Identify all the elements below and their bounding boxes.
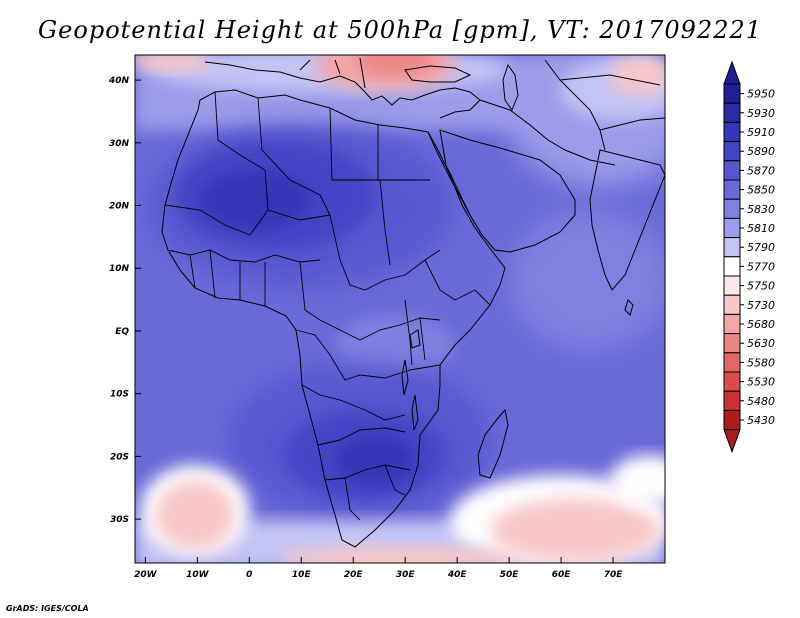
colorbar-swatch xyxy=(723,409,741,431)
colorbar-swatch xyxy=(723,294,741,315)
colorbar-swatch xyxy=(723,179,741,200)
lat-tick-label: 20N xyxy=(109,202,130,212)
colorbar-swatch xyxy=(723,352,741,373)
lon-tick-label: 10E xyxy=(292,570,312,580)
figure-title: Geopotential Height at 500hPa [gpm], VT:… xyxy=(38,16,762,44)
colorbar-swatch xyxy=(723,198,741,219)
madagascar xyxy=(477,408,509,479)
colorbar: 5950 5930 5910 5890 5870 5850 5830 5810 5790 5770… xyxy=(723,60,775,454)
colorbar-swatch xyxy=(723,313,741,335)
arabian-peninsula xyxy=(439,129,576,253)
lat-tick-label: 40N xyxy=(108,76,130,86)
lon-tick-label: 40E xyxy=(447,570,468,580)
colorbar-label: 5580 xyxy=(747,356,775,369)
colorbar-label: 5870 xyxy=(747,164,775,177)
colorbar-swatch xyxy=(723,83,741,104)
height-field xyxy=(135,55,665,563)
colorbar-swatch xyxy=(723,141,741,162)
lon-tick-label: 20W xyxy=(134,570,158,580)
colorbar-label: 5750 xyxy=(747,280,775,293)
lon-tick-label: 30E xyxy=(396,570,416,580)
colorbar-bottom-arrow xyxy=(723,429,741,454)
colorbar-swatch xyxy=(723,102,741,123)
colorbar-label: 5830 xyxy=(747,203,775,216)
colorbar-swatch xyxy=(723,217,741,239)
map-frame xyxy=(134,54,666,564)
lat-tick-label: 10N xyxy=(109,264,130,274)
colorbar-swatch xyxy=(723,371,741,392)
colorbar-swatch xyxy=(723,160,741,181)
lat-tick-label: EQ xyxy=(115,327,129,337)
colorbar-top-arrow xyxy=(723,60,741,85)
colorbar-label: 5850 xyxy=(747,184,775,197)
lat-tick-label: 30S xyxy=(110,515,129,525)
colorbar-label: 5630 xyxy=(747,337,775,350)
colorbar-label: 5430 xyxy=(747,414,775,427)
colorbar-swatch xyxy=(723,237,741,258)
lon-tick-label: 10W xyxy=(186,570,210,580)
lon-tick-label: 60E xyxy=(552,570,572,580)
colorbar-swatch xyxy=(723,121,741,143)
longitude-axis: 20W 10W 0 10E 20E 30E 40E 50E 60E 70E xyxy=(134,557,623,580)
colorbar-label: 5730 xyxy=(747,299,775,312)
india xyxy=(589,149,665,291)
colorbar-label: 5770 xyxy=(747,260,775,273)
lat-tick-label: 30N xyxy=(109,139,130,149)
colorbar-label: 5910 xyxy=(747,126,775,139)
colorbar-label: 5950 xyxy=(747,88,775,101)
colorbar-label: 5530 xyxy=(747,376,775,389)
caspian-sea xyxy=(502,63,519,112)
colorbar-label: 5790 xyxy=(747,241,775,254)
latitude-axis: 40N 30N 20N 10N EQ 10S 20S 30S xyxy=(108,76,141,525)
lon-tick-label: 20E xyxy=(344,570,364,580)
lon-tick-label: 0 xyxy=(246,570,252,580)
colorbar-label: 5480 xyxy=(747,395,775,408)
colorbar-label: 5930 xyxy=(747,107,775,120)
colorbar-swatch xyxy=(723,256,741,277)
black-sea xyxy=(404,65,472,83)
lat-tick-label: 20S xyxy=(110,452,129,462)
colorbar-swatch xyxy=(723,333,741,354)
colorbar-label: 5810 xyxy=(747,222,775,235)
colorbar-label: 5890 xyxy=(747,145,775,158)
lat-tick-label: 10S xyxy=(110,390,129,400)
colorbar-swatch xyxy=(723,390,741,411)
lon-tick-label: 50E xyxy=(500,570,520,580)
coastlines xyxy=(161,57,665,548)
colorbar-label: 5680 xyxy=(747,318,775,331)
footer-credit: GrADS: IGES/COLA xyxy=(6,604,89,613)
lon-tick-label: 70E xyxy=(604,570,624,580)
africa-coastline xyxy=(161,89,506,548)
colorbar-swatch xyxy=(723,275,741,296)
europe-coast xyxy=(204,61,481,119)
